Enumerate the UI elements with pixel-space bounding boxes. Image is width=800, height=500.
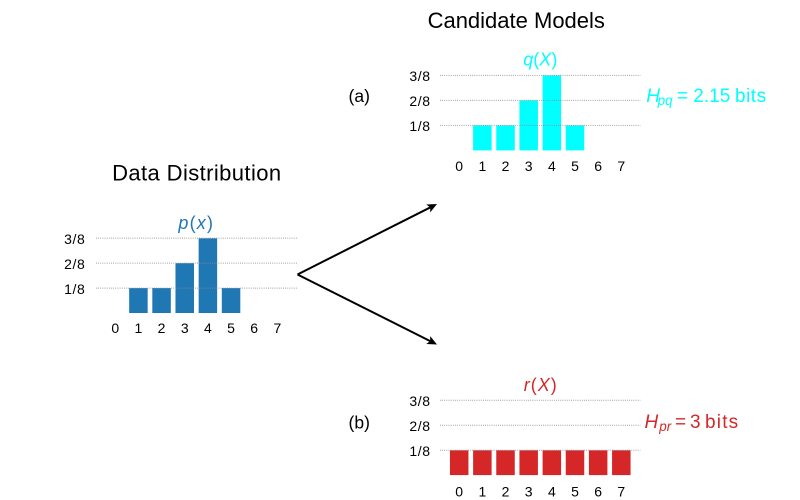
- svg-text:5: 5: [571, 158, 579, 174]
- svg-text:1: 1: [135, 320, 143, 336]
- svg-text:2.15: 2.15: [693, 86, 730, 107]
- svg-text:pq: pq: [657, 93, 674, 108]
- svg-text:7: 7: [617, 483, 625, 499]
- svg-text:0: 0: [111, 320, 119, 336]
- svg-text:(a): (a): [349, 86, 370, 106]
- svg-text:3: 3: [181, 320, 189, 336]
- svg-text:q(X): q(X): [523, 50, 557, 70]
- svg-text:3: 3: [525, 483, 533, 499]
- svg-text:7: 7: [273, 320, 281, 336]
- svg-text:bits: bits: [735, 86, 767, 107]
- svg-text:(b): (b): [349, 412, 370, 432]
- svg-text:3/8: 3/8: [409, 393, 430, 409]
- svg-text:1/8: 1/8: [409, 443, 430, 459]
- svg-text:2/8: 2/8: [409, 93, 430, 109]
- svg-text:3/8: 3/8: [409, 68, 430, 84]
- svg-text:2/8: 2/8: [409, 418, 430, 434]
- svg-text:3/8: 3/8: [64, 231, 85, 247]
- svg-text:1: 1: [478, 483, 486, 499]
- svg-text:0: 0: [455, 483, 463, 499]
- svg-text:6: 6: [594, 158, 602, 174]
- svg-text:5: 5: [571, 483, 579, 499]
- svg-text:4: 4: [548, 483, 556, 499]
- svg-text:Candidate Models: Candidate Models: [428, 8, 605, 33]
- svg-text:=: =: [675, 412, 686, 433]
- svg-text:=: =: [677, 86, 688, 107]
- svg-text:2: 2: [502, 158, 510, 174]
- svg-text:3: 3: [525, 158, 533, 174]
- svg-text:5: 5: [227, 320, 235, 336]
- svg-text:H: H: [645, 412, 659, 433]
- svg-text:7: 7: [617, 158, 625, 174]
- svg-text:r(X): r(X): [524, 375, 558, 395]
- svg-text:2/8: 2/8: [64, 256, 85, 272]
- svg-text:H: H: [646, 86, 660, 107]
- svg-text:6: 6: [594, 483, 602, 499]
- svg-text:bits: bits: [705, 412, 739, 433]
- svg-text:1/8: 1/8: [64, 281, 85, 297]
- svg-text:1/8: 1/8: [409, 118, 430, 134]
- svg-text:4: 4: [204, 320, 212, 336]
- svg-text:3: 3: [690, 412, 701, 433]
- svg-text:2: 2: [158, 320, 166, 336]
- svg-text:4: 4: [548, 158, 556, 174]
- svg-text:0: 0: [455, 158, 463, 174]
- svg-text:Data Distribution: Data Distribution: [112, 161, 281, 186]
- svg-text:p(x): p(x): [177, 213, 214, 233]
- svg-text:pr: pr: [658, 419, 672, 434]
- svg-text:2: 2: [502, 483, 510, 499]
- svg-text:6: 6: [250, 320, 258, 336]
- svg-text:1: 1: [478, 158, 486, 174]
